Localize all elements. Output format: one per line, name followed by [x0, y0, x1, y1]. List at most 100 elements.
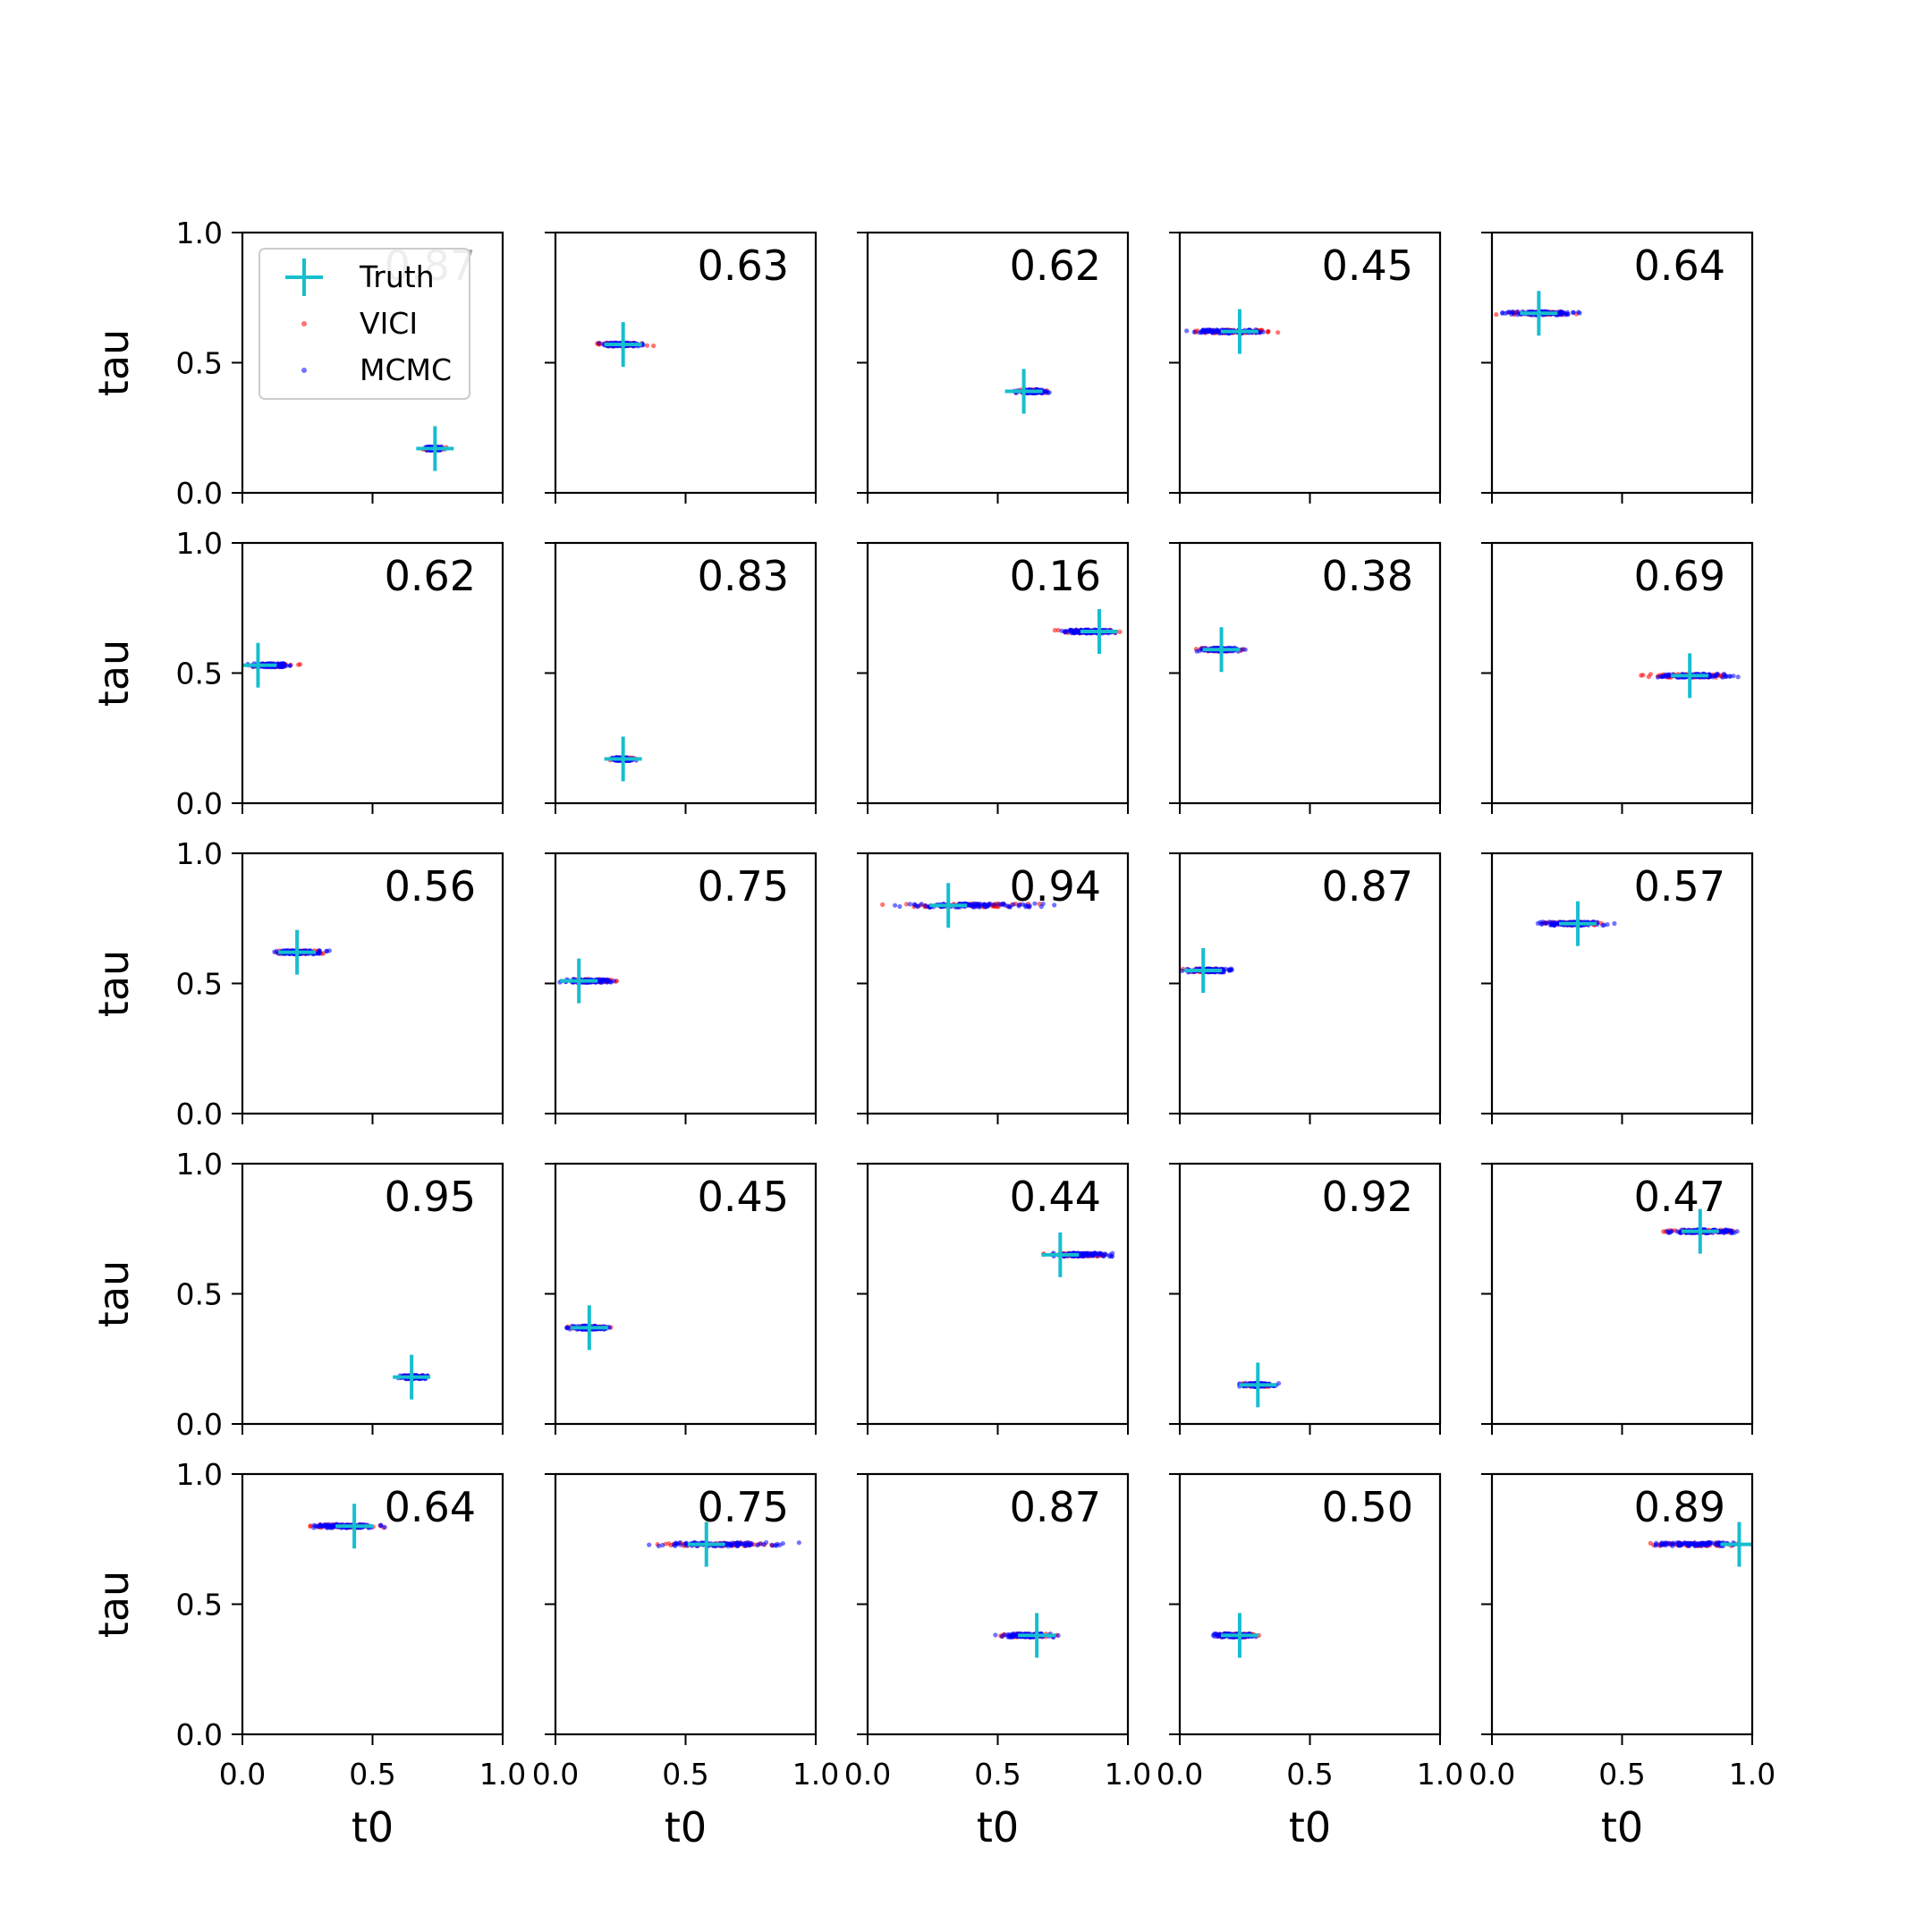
- panel-annotation: 0.95: [385, 1173, 476, 1221]
- vici-sample: [644, 343, 650, 348]
- x-tick-label: 0.0: [532, 1757, 579, 1792]
- mcmc-sample: [1210, 328, 1216, 334]
- mcmc-sample: [735, 1542, 741, 1547]
- panel-annotation: 0.16: [1010, 552, 1101, 600]
- mcmc-sample: [796, 1540, 801, 1546]
- x-tick-label: 0.5: [662, 1757, 708, 1792]
- mcmc-sample: [606, 978, 611, 983]
- mcmc-sample: [1505, 309, 1511, 315]
- y-axis-label: tau: [89, 329, 138, 396]
- panel-annotation: 0.69: [1634, 552, 1725, 600]
- mcmc-sample: [1106, 1254, 1112, 1259]
- mcmc-sample: [1539, 921, 1545, 927]
- subplot-data: [1237, 1362, 1282, 1408]
- subplot-data: [1184, 309, 1281, 354]
- x-tick-label: 1.0: [792, 1757, 839, 1792]
- subplot-19: 0.92: [1169, 1162, 1442, 1435]
- mcmc-sample: [907, 902, 913, 907]
- subplot-18: 0.44: [857, 1162, 1130, 1435]
- x-tick-label: 0.5: [974, 1757, 1021, 1792]
- y-tick-label: 0.5: [176, 657, 223, 691]
- mcmc-sample: [897, 903, 902, 910]
- mcmc-sample: [677, 1540, 682, 1546]
- panel-annotation: 0.62: [1010, 242, 1101, 290]
- mcmc-sample: [1276, 1381, 1282, 1386]
- mcmc-sample: [893, 902, 898, 908]
- panel-annotation: 0.89: [1634, 1483, 1725, 1531]
- legend-mcmc-marker: [301, 368, 307, 373]
- mcmc-sample: [324, 948, 329, 953]
- subplot-15: 0.57: [1481, 852, 1754, 1124]
- y-tick-label: 0.0: [176, 786, 223, 821]
- mcmc-sample: [1549, 921, 1555, 927]
- y-tick-label: 1.0: [176, 836, 223, 871]
- x-tick-label: 0.5: [1598, 1757, 1645, 1792]
- mcmc-sample: [1226, 968, 1233, 973]
- panel-annotation: 0.64: [385, 1483, 476, 1531]
- panel-annotation: 0.45: [1322, 242, 1413, 290]
- mcmc-sample: [1006, 904, 1013, 910]
- mcmc-sample: [1184, 328, 1190, 334]
- subplot-data: [416, 426, 454, 471]
- vici-sample: [904, 902, 910, 907]
- subplot-5: 0.64: [1481, 231, 1754, 504]
- subplot-13: 0.94: [857, 852, 1130, 1124]
- panel-annotation: 0.63: [698, 242, 789, 290]
- panel-annotation: 0.45: [698, 1173, 789, 1221]
- vici-sample: [1117, 629, 1123, 635]
- subplot-data: [595, 322, 657, 368]
- mcmc-sample: [774, 1543, 779, 1548]
- mcmc-sample: [272, 949, 277, 954]
- subplot-data: [272, 929, 332, 975]
- x-tick-label: 1.0: [479, 1757, 526, 1792]
- panel-annotation: 0.94: [1010, 862, 1101, 911]
- subplot-12: 0.75: [545, 852, 818, 1124]
- subplot-8: 0.16: [857, 541, 1130, 814]
- mcmc-sample: [919, 902, 924, 907]
- panel-annotation: 0.75: [698, 862, 789, 911]
- vici-sample: [1052, 628, 1057, 633]
- mcmc-sample: [915, 904, 920, 910]
- mcmc-sample: [1717, 1228, 1723, 1234]
- x-tick-label: 1.0: [1417, 1757, 1463, 1792]
- mcmc-sample: [987, 901, 993, 906]
- legend-label-vici: VICI: [360, 306, 418, 341]
- mcmc-sample: [1055, 1632, 1061, 1639]
- subplot-data: [557, 958, 620, 1004]
- vici-sample: [880, 902, 886, 908]
- x-tick-label: 0.5: [1286, 1757, 1333, 1792]
- subplot-data: [880, 883, 1057, 928]
- vici-sample: [666, 1541, 672, 1546]
- subplot-data: [1494, 291, 1582, 336]
- y-axis-label: tau: [89, 640, 138, 707]
- mcmc-sample: [1685, 1540, 1690, 1546]
- mcmc-sample: [1043, 389, 1048, 394]
- mcmc-sample: [1661, 674, 1666, 680]
- x-tick-label: 0.0: [1157, 1757, 1203, 1792]
- subplot-data: [1052, 608, 1123, 654]
- mcmc-sample: [758, 1541, 763, 1546]
- mcmc-sample: [1052, 902, 1057, 908]
- mcmc-sample: [981, 902, 987, 907]
- panel-annotation: 0.75: [698, 1483, 789, 1531]
- legend-label-truth: Truth: [359, 259, 435, 294]
- subplot-data: [1041, 1232, 1115, 1277]
- mcmc-sample: [1655, 674, 1661, 680]
- mcmc-sample: [1703, 1541, 1709, 1546]
- mcmc-sample: [1666, 672, 1672, 677]
- mcmc-sample: [1016, 903, 1021, 909]
- subplot-data: [242, 642, 303, 688]
- panel-annotation: 0.92: [1322, 1173, 1413, 1221]
- mcmc-sample: [1002, 1632, 1007, 1638]
- mcmc-sample: [647, 1542, 652, 1547]
- x-axis-label: t0: [1601, 1803, 1643, 1852]
- subplot-10: 0.69: [1481, 541, 1754, 814]
- panel-annotation: 0.47: [1634, 1173, 1725, 1221]
- mcmc-sample: [969, 902, 974, 908]
- y-tick-label: 0.0: [176, 476, 223, 511]
